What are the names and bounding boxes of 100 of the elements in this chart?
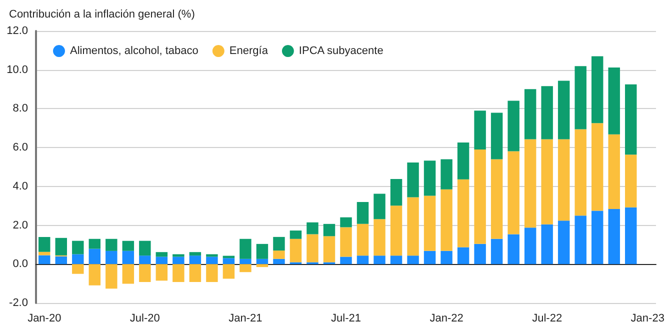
bar	[290, 238, 302, 262]
x-tick-label: Jan-23	[630, 312, 664, 324]
y-tick-label: 8.0	[12, 102, 28, 115]
bar	[240, 238, 252, 259]
bar	[625, 207, 637, 264]
bar	[374, 194, 386, 220]
bar	[122, 250, 134, 264]
bar	[424, 160, 436, 196]
bar	[574, 216, 586, 264]
bar	[474, 110, 486, 150]
bar	[524, 228, 536, 264]
bar	[106, 264, 118, 289]
bar	[139, 240, 151, 256]
y-tick-label: 4.0	[12, 180, 28, 192]
bar	[189, 256, 202, 264]
bar	[88, 238, 101, 249]
bar	[490, 112, 503, 160]
bar	[524, 139, 536, 228]
bar	[72, 240, 84, 254]
bar	[374, 256, 386, 264]
y-tick-label: 12.0	[6, 25, 28, 37]
bar	[490, 159, 503, 239]
bar	[474, 244, 486, 264]
bar	[139, 256, 151, 264]
bar	[172, 264, 184, 282]
bar	[72, 254, 84, 264]
bar	[541, 86, 553, 140]
bar	[457, 142, 470, 180]
bar	[189, 252, 202, 256]
x-tick-label: Jul-22	[532, 312, 562, 324]
bar	[524, 89, 536, 140]
x-tick-label: Jul-20	[130, 312, 160, 324]
bar	[206, 256, 218, 264]
bar	[508, 100, 520, 152]
y-tick-label: -2.0	[9, 297, 28, 309]
bar	[222, 264, 235, 279]
bar	[440, 250, 452, 264]
bar	[156, 264, 168, 281]
bar	[608, 208, 620, 264]
bar	[356, 202, 369, 224]
bar	[558, 80, 570, 140]
bar	[273, 250, 285, 259]
legend-label: Energía	[229, 45, 269, 57]
bar	[290, 230, 302, 239]
bar	[390, 179, 402, 206]
legend-label: Alimentos, alcohol, tabaco	[70, 45, 198, 57]
bar	[206, 254, 218, 257]
bar	[490, 238, 503, 264]
bar	[323, 236, 336, 262]
bar	[122, 264, 134, 284]
x-tick-label: Jul-21	[331, 312, 361, 324]
bar	[156, 252, 168, 257]
bar	[88, 264, 101, 286]
bar	[340, 256, 352, 264]
bar	[374, 219, 386, 256]
bar	[541, 224, 553, 264]
bar	[424, 250, 436, 264]
bar	[591, 210, 604, 264]
y-tick-label: 2.0	[12, 219, 28, 232]
bar	[306, 222, 318, 234]
bar	[407, 197, 419, 256]
y-tick-label: 0.0	[12, 258, 28, 270]
bar	[424, 196, 436, 251]
bar	[558, 139, 570, 221]
x-tick-label: Jan-21	[228, 312, 262, 324]
bar	[38, 255, 50, 264]
bar	[55, 256, 67, 264]
bar	[189, 264, 202, 282]
bar	[390, 206, 402, 256]
bar	[273, 236, 285, 251]
bar	[306, 234, 318, 262]
bar	[139, 264, 151, 282]
bar	[122, 240, 134, 251]
bar	[256, 244, 268, 259]
x-tick-label: Jan-20	[28, 312, 62, 324]
bar	[88, 248, 101, 264]
bar	[256, 264, 268, 268]
bar	[541, 139, 553, 224]
bar	[440, 159, 452, 190]
bar	[591, 123, 604, 211]
bar	[156, 256, 168, 264]
bar	[407, 162, 419, 198]
bar	[340, 217, 352, 228]
bar	[240, 264, 252, 272]
bar	[240, 258, 252, 264]
bar	[172, 256, 184, 264]
bar	[608, 68, 620, 134]
bar	[172, 254, 184, 257]
bar	[356, 256, 369, 264]
y-tick-label: 6.0	[12, 142, 28, 154]
bar	[457, 247, 470, 264]
bar	[340, 227, 352, 257]
bar	[440, 189, 452, 251]
legend-label: IPCA subyacente	[298, 45, 384, 57]
bar	[508, 234, 520, 264]
bar	[323, 224, 336, 236]
bar	[558, 220, 570, 264]
bar	[591, 56, 604, 124]
bar	[508, 151, 520, 234]
bar	[574, 129, 586, 216]
